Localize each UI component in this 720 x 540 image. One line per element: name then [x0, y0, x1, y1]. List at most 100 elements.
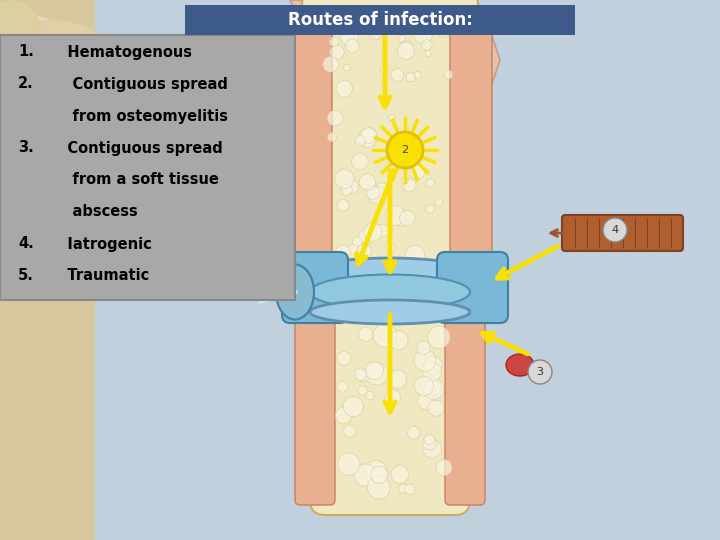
Circle shape — [399, 484, 408, 494]
Bar — [185, 5, 575, 35]
Circle shape — [423, 379, 444, 400]
Circle shape — [384, 390, 401, 406]
Circle shape — [389, 330, 408, 350]
Text: from osteomyelitis: from osteomyelitis — [52, 109, 228, 124]
Circle shape — [428, 326, 450, 349]
Text: from a soft tissue: from a soft tissue — [52, 172, 219, 187]
Circle shape — [336, 407, 352, 424]
Circle shape — [365, 361, 383, 380]
Circle shape — [377, 224, 390, 237]
Circle shape — [422, 40, 432, 50]
Bar — [0, 0, 95, 540]
Circle shape — [380, 67, 389, 76]
Circle shape — [374, 183, 389, 198]
Circle shape — [358, 386, 367, 395]
FancyBboxPatch shape — [450, 25, 492, 275]
Circle shape — [358, 370, 369, 382]
FancyBboxPatch shape — [562, 215, 683, 251]
Ellipse shape — [307, 258, 472, 286]
Circle shape — [424, 356, 442, 374]
Circle shape — [398, 35, 405, 42]
Circle shape — [603, 218, 627, 242]
Circle shape — [335, 170, 354, 188]
Circle shape — [366, 186, 379, 199]
Circle shape — [397, 42, 415, 59]
Ellipse shape — [310, 274, 470, 309]
Circle shape — [323, 56, 338, 72]
Circle shape — [343, 425, 356, 437]
Circle shape — [329, 37, 339, 46]
Text: 4.: 4. — [18, 237, 34, 252]
Circle shape — [418, 393, 434, 409]
FancyBboxPatch shape — [295, 305, 335, 505]
Text: 1.: 1. — [18, 44, 34, 59]
Circle shape — [366, 24, 383, 40]
Polygon shape — [290, 0, 500, 115]
Bar — [95, 0, 720, 540]
Circle shape — [400, 215, 406, 222]
Circle shape — [346, 180, 359, 194]
Circle shape — [354, 464, 377, 487]
Text: Contiguous spread: Contiguous spread — [52, 77, 228, 91]
Circle shape — [338, 453, 360, 475]
Circle shape — [403, 179, 416, 192]
Circle shape — [327, 111, 343, 126]
Bar — [0, 35, 295, 300]
Text: 3: 3 — [536, 367, 544, 377]
Text: Routes of infection:: Routes of infection: — [287, 11, 472, 29]
Circle shape — [346, 39, 359, 52]
Circle shape — [361, 127, 377, 144]
Text: Traumatic: Traumatic — [52, 268, 149, 284]
FancyBboxPatch shape — [445, 305, 485, 505]
FancyBboxPatch shape — [310, 290, 470, 515]
Circle shape — [414, 376, 433, 396]
Circle shape — [351, 153, 368, 170]
Circle shape — [384, 19, 393, 28]
Circle shape — [372, 31, 380, 39]
Text: 4: 4 — [611, 225, 618, 235]
Circle shape — [423, 436, 436, 450]
FancyBboxPatch shape — [282, 252, 348, 323]
Text: 5.: 5. — [18, 268, 34, 284]
Circle shape — [341, 184, 352, 195]
Text: Hematogenous: Hematogenous — [52, 44, 192, 59]
Circle shape — [428, 400, 444, 416]
Circle shape — [343, 64, 351, 71]
FancyBboxPatch shape — [437, 252, 508, 323]
Ellipse shape — [276, 265, 314, 320]
Circle shape — [364, 17, 383, 37]
Circle shape — [364, 223, 382, 241]
Circle shape — [436, 460, 452, 476]
Circle shape — [405, 245, 425, 265]
Circle shape — [417, 341, 431, 354]
Circle shape — [391, 69, 404, 82]
Circle shape — [355, 136, 365, 146]
Text: Contiguous spread: Contiguous spread — [52, 140, 222, 156]
Circle shape — [348, 244, 359, 254]
Circle shape — [341, 28, 358, 45]
Circle shape — [444, 70, 453, 79]
Text: 2.: 2. — [18, 77, 34, 91]
Text: abscess: abscess — [52, 205, 138, 219]
FancyBboxPatch shape — [290, 25, 332, 275]
Text: 1: 1 — [276, 80, 284, 90]
Text: 2: 2 — [402, 145, 408, 155]
Circle shape — [402, 128, 410, 135]
Circle shape — [388, 114, 395, 121]
Circle shape — [388, 370, 407, 388]
Circle shape — [337, 199, 349, 211]
Circle shape — [343, 396, 364, 416]
Circle shape — [385, 242, 395, 253]
Ellipse shape — [310, 300, 470, 324]
Circle shape — [387, 156, 396, 164]
Circle shape — [0, 0, 40, 60]
Circle shape — [352, 237, 362, 247]
Circle shape — [366, 391, 374, 400]
Text: 5: 5 — [245, 280, 251, 290]
Circle shape — [391, 465, 409, 483]
Circle shape — [364, 461, 387, 483]
Circle shape — [236, 273, 260, 297]
Circle shape — [428, 382, 441, 395]
Circle shape — [426, 205, 434, 213]
Circle shape — [336, 245, 351, 260]
